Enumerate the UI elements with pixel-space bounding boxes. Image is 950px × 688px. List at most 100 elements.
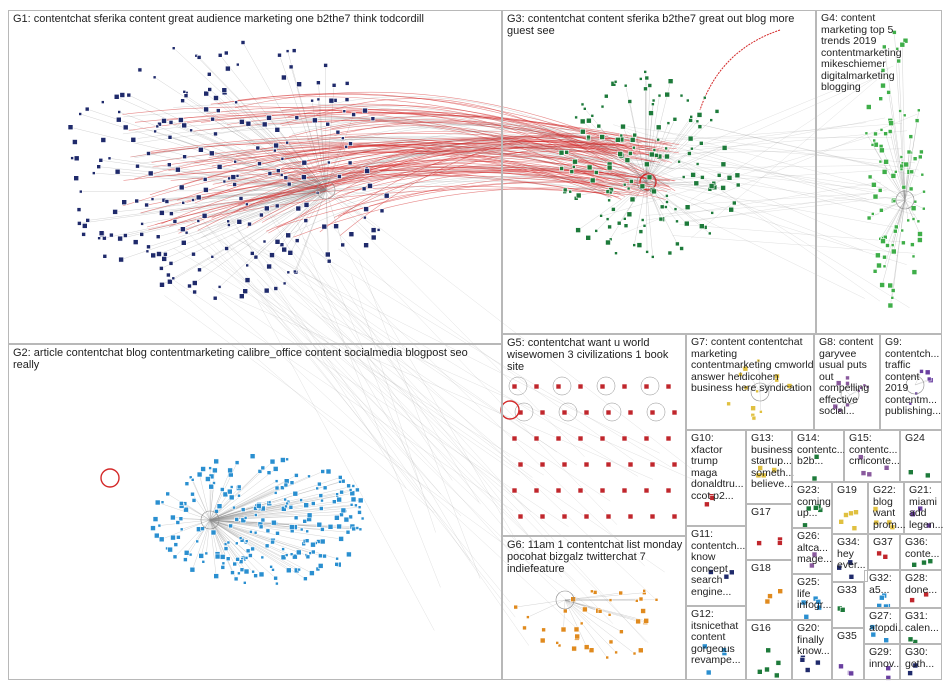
node bbox=[263, 287, 270, 294]
node bbox=[248, 553, 253, 558]
node bbox=[102, 254, 108, 259]
group-panel-g1: G1: contentchat sferika content great au… bbox=[8, 10, 502, 344]
node bbox=[245, 202, 249, 207]
node bbox=[164, 199, 170, 204]
nodes-g1 bbox=[67, 40, 390, 301]
node bbox=[257, 161, 262, 166]
node bbox=[152, 75, 157, 80]
nodes-g10 bbox=[704, 493, 716, 508]
nodes-g20 bbox=[799, 654, 821, 673]
node bbox=[890, 288, 896, 293]
node bbox=[238, 196, 244, 201]
node bbox=[351, 526, 357, 532]
node bbox=[331, 83, 337, 88]
edge bbox=[206, 225, 576, 582]
node bbox=[640, 608, 646, 614]
node bbox=[608, 190, 613, 195]
node bbox=[203, 187, 209, 193]
node bbox=[243, 580, 247, 585]
node bbox=[750, 405, 756, 412]
node bbox=[698, 141, 704, 146]
edge bbox=[209, 519, 307, 556]
node bbox=[379, 208, 385, 214]
node bbox=[179, 501, 184, 506]
group-panel-g32: G32: a5... bbox=[864, 570, 900, 608]
node bbox=[720, 161, 727, 168]
node bbox=[208, 483, 214, 490]
node bbox=[773, 672, 780, 679]
node bbox=[117, 110, 121, 114]
node bbox=[228, 523, 233, 529]
self-loop bbox=[558, 402, 578, 422]
group-panel-g7: G7: content contentchat marketing conten… bbox=[686, 334, 814, 430]
node bbox=[178, 184, 185, 191]
node bbox=[656, 137, 661, 142]
group-panel-g8: G8: content garyvee usual puts out compe… bbox=[814, 334, 880, 430]
edge bbox=[690, 193, 870, 205]
node bbox=[590, 114, 595, 118]
edge bbox=[289, 295, 533, 478]
node bbox=[881, 44, 887, 50]
node bbox=[757, 465, 764, 471]
node bbox=[511, 435, 518, 442]
node bbox=[244, 277, 251, 283]
edge bbox=[904, 110, 919, 201]
edge bbox=[209, 487, 240, 521]
group-label-g32: G32: a5... bbox=[869, 573, 892, 596]
node bbox=[619, 133, 624, 138]
node bbox=[640, 218, 645, 222]
node bbox=[249, 530, 253, 534]
node bbox=[878, 159, 883, 164]
node bbox=[872, 268, 878, 274]
edge bbox=[589, 167, 647, 183]
node bbox=[227, 223, 231, 227]
node bbox=[873, 131, 878, 137]
node bbox=[588, 647, 595, 654]
node bbox=[907, 636, 914, 643]
edge bbox=[563, 599, 566, 630]
node bbox=[212, 467, 218, 474]
edge bbox=[221, 234, 525, 568]
node bbox=[642, 588, 647, 593]
node bbox=[301, 159, 308, 166]
node bbox=[880, 68, 886, 73]
node bbox=[167, 162, 172, 167]
node bbox=[911, 269, 918, 275]
group-label-g8: G8: content garyvee usual puts out compe… bbox=[819, 337, 874, 417]
edge bbox=[691, 74, 883, 239]
node bbox=[296, 81, 302, 87]
node bbox=[533, 383, 540, 390]
edge bbox=[904, 156, 921, 201]
node bbox=[123, 233, 128, 238]
node bbox=[673, 207, 678, 211]
node bbox=[189, 128, 193, 133]
group-panel-g5: G5: contentchat want u world wisewomen 3… bbox=[502, 334, 686, 536]
edge bbox=[317, 293, 510, 458]
node bbox=[304, 538, 310, 544]
node bbox=[160, 500, 165, 505]
node bbox=[245, 263, 249, 268]
node bbox=[213, 131, 218, 137]
edge bbox=[159, 519, 211, 526]
edge bbox=[209, 519, 242, 562]
node bbox=[176, 534, 181, 540]
group-label-g2: G2: article contentchat blog contentmark… bbox=[13, 347, 468, 371]
node bbox=[879, 147, 885, 154]
node bbox=[864, 131, 869, 136]
node bbox=[354, 503, 358, 508]
node bbox=[285, 140, 289, 145]
edge bbox=[209, 519, 342, 540]
node bbox=[216, 164, 223, 170]
node bbox=[309, 570, 315, 576]
edge bbox=[179, 138, 602, 187]
node bbox=[175, 520, 181, 525]
node bbox=[165, 491, 170, 497]
edge bbox=[346, 164, 604, 189]
node bbox=[275, 581, 279, 586]
node bbox=[643, 487, 650, 494]
node bbox=[245, 120, 252, 127]
node bbox=[184, 230, 189, 235]
node bbox=[226, 219, 230, 224]
edge bbox=[884, 171, 906, 201]
node bbox=[622, 217, 627, 221]
